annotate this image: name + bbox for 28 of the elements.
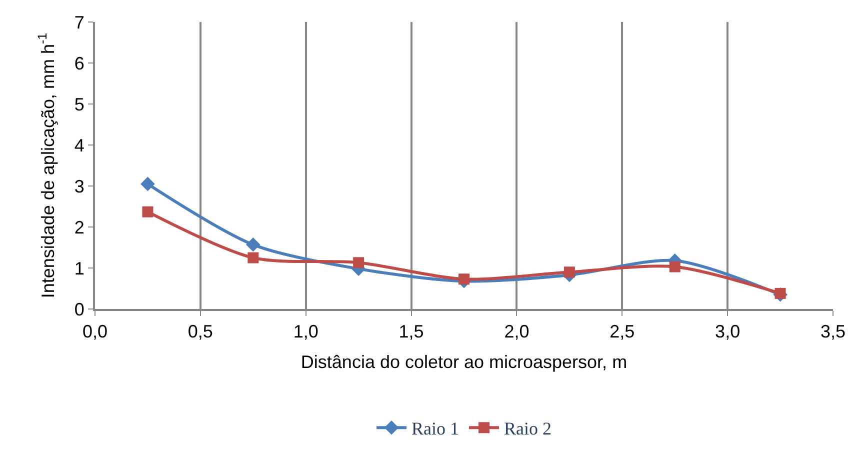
point: [140, 176, 155, 192]
x-tick-label: 3,0: [715, 322, 740, 342]
point: [142, 206, 154, 218]
point: [564, 266, 575, 278]
point: [669, 261, 680, 272]
x-axis-title: Distância do coletor ao microaspersor, m: [300, 352, 628, 372]
y-tick-label: 6: [74, 53, 84, 74]
x-tick-label: 0,5: [188, 322, 213, 342]
legend-label: Raio 2: [504, 418, 552, 439]
y-tick-label: 3: [74, 176, 84, 196]
y-tick-label: 0: [74, 299, 84, 320]
y-tick-label: 7: [74, 12, 84, 32]
y-tick-label: 1: [74, 258, 84, 278]
y-tick-label: 2: [74, 217, 84, 238]
x-tick-label: 1,0: [293, 322, 318, 342]
point: [248, 252, 259, 264]
point: [774, 288, 786, 299]
x-tick-label: 2,5: [610, 322, 635, 342]
point: [246, 237, 260, 252]
x-tick-label: 2,0: [504, 322, 530, 342]
x-tick-label: 1,5: [398, 322, 424, 342]
y-tick-label: 4: [74, 135, 84, 156]
legend-label: Raio 1: [412, 418, 459, 439]
point: [458, 274, 470, 285]
x-tick-label: 0,0: [82, 322, 108, 342]
point: [353, 257, 364, 268]
x-tick-label: 3,5: [820, 322, 846, 342]
y-tick-label: 5: [74, 94, 84, 114]
